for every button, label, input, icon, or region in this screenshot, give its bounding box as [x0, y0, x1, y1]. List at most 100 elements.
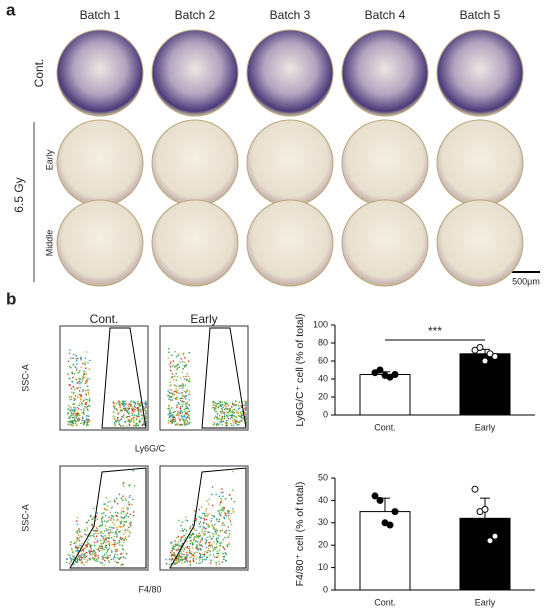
- culture-dish: [341, 29, 429, 117]
- flow-event: [235, 411, 238, 414]
- flow-event: [85, 394, 88, 396]
- flow-event: [173, 375, 176, 378]
- flow-event: [217, 424, 220, 426]
- flow-event: [170, 376, 173, 379]
- flow-event: [105, 508, 108, 511]
- flow-event: [125, 499, 127, 502]
- batch-label: Batch 2: [175, 8, 216, 22]
- flow-event: [132, 425, 135, 427]
- flow-event: [86, 545, 88, 548]
- flow-event: [180, 392, 183, 394]
- flow-event: [167, 347, 170, 350]
- flow-event: [79, 378, 81, 380]
- flow-event: [237, 412, 240, 415]
- flow-event: [80, 550, 83, 552]
- flow-x-label: F4/80: [138, 584, 161, 594]
- flow-event: [92, 517, 95, 520]
- flow-event: [132, 400, 135, 403]
- flow-event: [219, 544, 222, 547]
- flow-event: [233, 408, 236, 411]
- flow-event: [179, 410, 182, 413]
- flow-event: [189, 536, 192, 539]
- flow-event: [180, 553, 183, 555]
- flow-event: [121, 499, 124, 501]
- flow-event: [127, 516, 130, 518]
- flow-event: [215, 563, 217, 566]
- flow-event: [94, 537, 97, 540]
- flow-event: [96, 560, 99, 563]
- flow-event: [97, 557, 100, 559]
- row-label: Early: [44, 149, 54, 170]
- flow-event: [187, 375, 190, 378]
- gate: [101, 327, 147, 429]
- flow-event: [103, 520, 106, 522]
- flow-event: [228, 529, 230, 532]
- flow-event: [211, 546, 214, 548]
- flow-event: [200, 544, 202, 546]
- flow-event: [187, 413, 190, 416]
- data-point: [481, 505, 489, 513]
- flow-event: [243, 400, 246, 402]
- flow-event: [71, 416, 74, 419]
- flow-event: [113, 523, 116, 526]
- flow-event: [222, 546, 225, 549]
- flow-event: [224, 551, 227, 554]
- flow-event: [83, 563, 85, 566]
- flow-event: [209, 562, 212, 564]
- flow-event: [230, 424, 233, 427]
- flow-event: [128, 535, 130, 537]
- flow-event: [111, 550, 113, 553]
- flow-event: [89, 420, 91, 423]
- flow-event: [216, 550, 219, 553]
- flow-event: [239, 412, 242, 415]
- flow-event: [185, 547, 187, 549]
- flow-event: [186, 559, 188, 562]
- flow-event: [82, 388, 85, 391]
- flow-event: [137, 400, 139, 403]
- flow-event: [95, 535, 98, 537]
- flow-event: [73, 410, 76, 413]
- flow-event: [228, 542, 230, 544]
- flow-event: [190, 534, 193, 537]
- flow-event: [123, 538, 125, 541]
- flow-event: [85, 379, 88, 381]
- flow-event: [238, 407, 241, 409]
- flow-event: [229, 519, 232, 522]
- flow-event: [77, 396, 79, 399]
- flow-event: [186, 423, 188, 426]
- flow-event: [182, 353, 185, 356]
- data-point: [481, 357, 489, 365]
- flow-event: [122, 403, 125, 405]
- flow-event: [122, 556, 125, 558]
- flow-event: [199, 562, 202, 565]
- flow-event: [119, 402, 121, 405]
- flow-event: [176, 559, 178, 562]
- flow-event: [129, 494, 132, 497]
- flow-event: [70, 414, 72, 417]
- flow-event: [222, 552, 224, 555]
- flow-event: [228, 410, 231, 412]
- flow-event: [218, 420, 221, 422]
- flow-event: [111, 521, 114, 524]
- flow-event: [74, 366, 77, 368]
- flow-event: [127, 415, 129, 418]
- flow-event: [198, 523, 201, 525]
- data-point: [476, 344, 484, 351]
- flow-event: [103, 564, 105, 567]
- flow-event: [68, 405, 70, 407]
- flow-event: [176, 404, 179, 406]
- flow-event: [75, 561, 78, 564]
- flow-y-label: SSC-A: [20, 504, 30, 532]
- flow-event: [133, 485, 136, 487]
- flow-event: [134, 408, 136, 411]
- flow-event: [85, 424, 88, 426]
- x-tick-label: Early: [475, 597, 496, 607]
- flow-event: [91, 524, 94, 527]
- flow-event: [101, 516, 104, 518]
- flow-event: [116, 420, 118, 423]
- flow-event: [140, 411, 142, 413]
- flow-event: [202, 553, 204, 556]
- flow-event: [168, 351, 170, 353]
- data-point: [471, 485, 479, 493]
- flow-event: [195, 519, 197, 522]
